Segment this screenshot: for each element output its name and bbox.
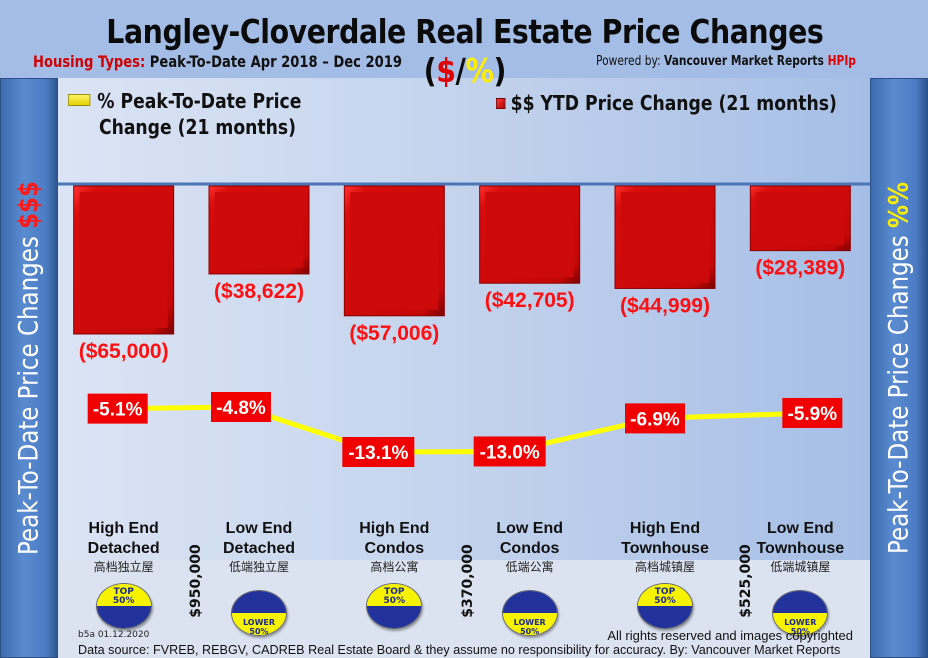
data-source-note: Data source: FVREB, REBGV, CADREB Real E… bbox=[78, 642, 841, 657]
segment-badge-icon: LOWER 50% bbox=[501, 590, 558, 636]
category-label: High End Condos 高档公寓 bbox=[329, 519, 459, 575]
percent-label-box bbox=[211, 392, 271, 422]
category-band bbox=[58, 560, 870, 658]
left-axis-panel: Peak-To-Date Price Changes $$$ bbox=[0, 78, 58, 658]
powered-brand: Vancouver Market Reports bbox=[664, 54, 828, 69]
percent-label-box bbox=[625, 403, 685, 434]
line-series: -5.1% -4.8% -13.1% -13.0% -6.9% -5.9% bbox=[87, 392, 843, 467]
threshold-value: $370,000 bbox=[460, 544, 476, 618]
legend-percent-line2: Change (21 months) bbox=[98, 115, 296, 139]
category-label: Low End Townhouse 低端城镇屋 bbox=[735, 519, 865, 575]
category-name-zh: 低端公寓 bbox=[505, 560, 554, 574]
percent-label-box bbox=[342, 437, 415, 467]
category-label: Low End Condos 低端公寓 bbox=[465, 519, 595, 575]
badge-sub: 50% bbox=[249, 627, 269, 636]
category-name: Low End Condos bbox=[496, 520, 563, 557]
title-percent: % bbox=[465, 51, 494, 90]
badge-label: TOP bbox=[113, 587, 134, 597]
title-dollar: $ bbox=[436, 51, 456, 90]
bar-value-label: ($44,999) bbox=[620, 294, 710, 317]
category-label: Low End Detached 低端独立屋 bbox=[194, 519, 324, 575]
category-name: Low End Detached bbox=[222, 520, 296, 557]
subtitle-text: Peak-To-Date Apr 2018 – Dec 2019 bbox=[145, 52, 403, 71]
percent-value-label: -13.1% bbox=[348, 443, 408, 464]
category-label: High End Detached 高档独立屋 bbox=[59, 519, 189, 575]
badge-label: TOP bbox=[654, 587, 676, 597]
badge-sub: 50% bbox=[383, 596, 406, 606]
segment-badge-icon: LOWER 50% bbox=[772, 590, 829, 636]
bar-value-label: ($28,389) bbox=[755, 257, 845, 280]
powered-prefix: Powered by: bbox=[596, 54, 665, 69]
bar-face bbox=[350, 192, 439, 310]
powered-by: Powered by: Vancouver Market Reports HPI… bbox=[596, 54, 856, 69]
percent-value-label: -5.9% bbox=[788, 404, 838, 425]
badge-label: LOWER bbox=[242, 618, 276, 627]
category-name: High End Condos bbox=[359, 520, 430, 557]
badge-sub: 50% bbox=[520, 627, 540, 636]
title-close: ) bbox=[493, 51, 507, 90]
percent-label-box bbox=[782, 397, 843, 428]
percent-value-label: -5.1% bbox=[93, 400, 143, 421]
bar-face bbox=[756, 192, 845, 245]
category-label: High End Townhouse 高档城镇屋 bbox=[600, 519, 730, 575]
badge-sub: 50% bbox=[112, 596, 135, 606]
bar-value-label: ($57,006) bbox=[349, 322, 439, 345]
threshold-value: $525,000 bbox=[738, 544, 754, 618]
category-name-zh: 低端独立屋 bbox=[228, 560, 289, 574]
bar-face bbox=[79, 192, 168, 328]
category-name-zh: 高档独立屋 bbox=[93, 560, 154, 574]
percent-value-label: -4.8% bbox=[216, 398, 266, 419]
category-name: High End Townhouse bbox=[621, 520, 709, 557]
percent-value-label: -13.0% bbox=[480, 442, 540, 463]
chart-title: Langley-Cloverdale Real Estate Price Cha… bbox=[66, 12, 864, 90]
category-name-zh: 高档城镇屋 bbox=[634, 560, 695, 574]
bar-face bbox=[621, 192, 709, 283]
badge-sub: 50% bbox=[654, 596, 676, 606]
powered-hpi: HPIp bbox=[827, 54, 856, 69]
bar-value-label: ($38,622) bbox=[214, 280, 304, 303]
subtitle-label: Housing Types: bbox=[33, 52, 146, 71]
copyright-notice: All rights reserved and images copyright… bbox=[607, 628, 853, 643]
chart-subtitle: Housing Types: Peak-To-Date Apr 2018 – D… bbox=[33, 52, 402, 71]
category-name: Low End Townhouse bbox=[756, 520, 845, 557]
category-name: High End Detached bbox=[87, 520, 160, 557]
legend-dollar-text: $$ YTD Price Change (21 months) bbox=[510, 91, 837, 115]
threshold-value: $950,000 bbox=[188, 544, 204, 618]
date-stamp: b5a 01.12.2020 bbox=[78, 630, 150, 640]
legend-red-swatch bbox=[496, 98, 506, 109]
percent-label-box bbox=[473, 436, 546, 467]
badge-label: LOWER bbox=[513, 618, 546, 627]
segment-badge-icon: TOP 50% bbox=[95, 583, 152, 629]
title-slash: / bbox=[455, 51, 466, 90]
bar-face bbox=[215, 192, 303, 268]
segment-badge-icon: TOP 50% bbox=[637, 583, 693, 629]
badge-label: TOP bbox=[384, 587, 405, 597]
bar-series: ($65,000) ($38,622) ($57,006) ($42,705) ($44… bbox=[73, 185, 851, 363]
badge-label: LOWER bbox=[784, 618, 817, 627]
segment-badge-icon: LOWER 50% bbox=[231, 590, 287, 636]
segment-badge-icon: TOP 50% bbox=[366, 583, 423, 629]
legend-yellow-swatch bbox=[68, 94, 91, 106]
category-name-zh: 低端城镇屋 bbox=[770, 560, 831, 574]
legend-percent: % Peak-To-Date Price Change (21 months) bbox=[68, 88, 301, 140]
legend-percent-line1: % Peak-To-Date Price bbox=[97, 89, 302, 113]
percent-label-box bbox=[87, 393, 148, 424]
category-name-zh: 高档公寓 bbox=[370, 560, 419, 574]
title-text: Langley-Cloverdale Real Estate Price Cha… bbox=[106, 12, 824, 90]
bar-value-label: ($42,705) bbox=[485, 289, 575, 312]
badge-sub: 50% bbox=[790, 627, 810, 636]
percent-value-label: -6.9% bbox=[630, 409, 680, 430]
bar-value-label: ($65,000) bbox=[79, 340, 169, 363]
legend-dollar: $$ YTD Price Change (21 months) bbox=[496, 90, 837, 116]
bar-face bbox=[485, 192, 574, 278]
